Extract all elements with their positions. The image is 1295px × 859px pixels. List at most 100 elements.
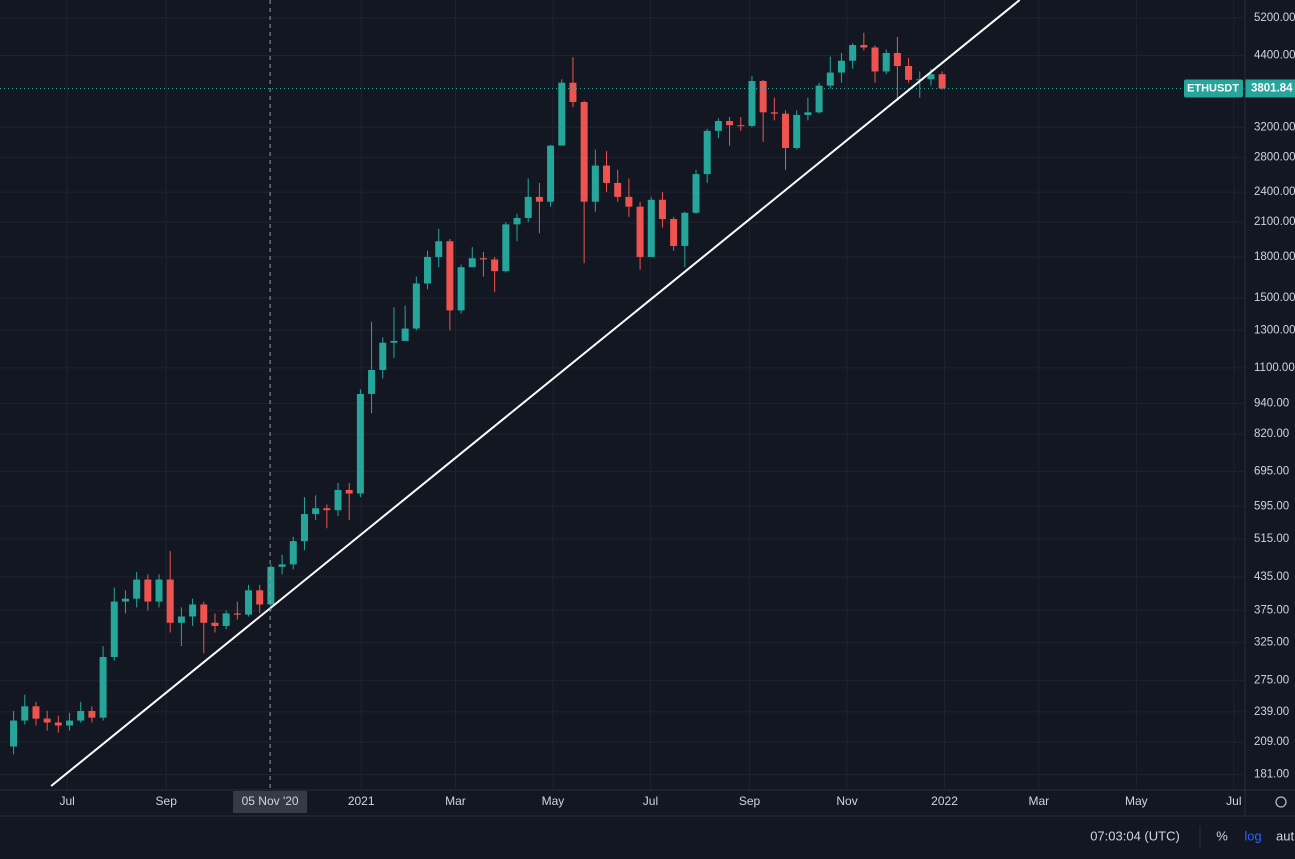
candle-body [681, 212, 689, 246]
symbol-label: ETHUSDT [1187, 82, 1239, 94]
candle-body [726, 121, 734, 126]
candle-body [334, 489, 342, 511]
candle-body [345, 489, 353, 494]
auto-toggle[interactable]: aut [1276, 828, 1294, 843]
trendline [50, 0, 1021, 787]
candle-body [267, 566, 275, 605]
y-tick-label: 595.00 [1254, 500, 1289, 512]
y-tick-label: 239.00 [1254, 706, 1289, 718]
candle-body [32, 706, 40, 719]
candle-body [133, 579, 141, 599]
x-tick-label: Sep [739, 794, 761, 808]
candle-body [603, 165, 611, 183]
candle-body [591, 165, 599, 202]
candle-body [782, 113, 790, 148]
candle-body [658, 199, 666, 220]
candle-body [300, 514, 308, 542]
plot [0, 0, 1245, 790]
y-tick-label: 820.00 [1254, 428, 1289, 440]
candle-body [614, 182, 622, 197]
candle-body [748, 80, 756, 126]
axes: 181.00 209.00 239.00 275.00 325.00 375.00 435.… [59, 12, 1295, 813]
candle-body [289, 541, 297, 565]
y-tick-label: 275.00 [1254, 674, 1289, 686]
candle-body [849, 45, 857, 61]
candle-body [893, 52, 901, 67]
candle-body [256, 590, 264, 605]
candle-body [390, 340, 398, 343]
clock: 07:03:04 (UTC) [1090, 828, 1180, 843]
candle-body [155, 579, 163, 602]
y-tick-label: 1300.00 [1254, 324, 1295, 336]
y-tick-label: 2800.00 [1254, 151, 1295, 163]
candle-body [166, 579, 174, 623]
x-tick-label: Jul [643, 794, 658, 808]
candle-body [457, 267, 465, 311]
settings-icon[interactable] [1275, 796, 1287, 808]
candle-body [491, 259, 499, 272]
candle-body [625, 196, 633, 207]
x-tick-label: May [542, 794, 565, 808]
candle-body [66, 720, 74, 726]
candle-body [692, 174, 700, 213]
candle-body [88, 710, 96, 718]
candle-body [927, 74, 935, 80]
x-tick-label: Jul [1226, 794, 1241, 808]
y-tick-label: 3200.00 [1254, 121, 1295, 133]
candle-body [770, 112, 778, 114]
candle-body [312, 508, 320, 515]
candle-body [804, 112, 812, 115]
candle-body [356, 393, 364, 494]
candle-body [222, 613, 230, 626]
candle-body [435, 241, 443, 257]
candle-body [200, 604, 208, 623]
candle-body [759, 80, 767, 113]
candle-body [77, 710, 85, 721]
candle-body [871, 47, 879, 72]
x-tick-label: Mar [1028, 794, 1049, 808]
candle-body [401, 328, 409, 341]
candle-body [793, 114, 801, 148]
candle-body [569, 82, 577, 103]
candle-body [278, 564, 286, 567]
candle-body [826, 72, 834, 86]
percent-toggle[interactable]: % [1216, 828, 1228, 843]
y-tick-label: 515.00 [1254, 533, 1289, 545]
candle-body [323, 508, 331, 511]
y-tick-label: 2100.00 [1254, 216, 1295, 228]
y-tick-label: 5200.00 [1254, 12, 1295, 24]
y-tick-label: 435.00 [1254, 571, 1289, 583]
crosshair-label-bg [233, 791, 308, 813]
x-tick-label: 2022 [931, 794, 958, 808]
candle-body [368, 369, 376, 394]
candle-body [110, 601, 118, 657]
candle-body [558, 82, 566, 146]
x-tick-label: Mar [445, 794, 466, 808]
candle-body [54, 722, 62, 726]
x-tick-label: May [1125, 794, 1148, 808]
candle-body [189, 604, 197, 617]
log-toggle[interactable]: log [1244, 828, 1261, 843]
candle-body [245, 590, 253, 615]
x-tick-label: 2021 [348, 794, 375, 808]
y-tick-label: 695.00 [1254, 465, 1289, 477]
candle-body [10, 720, 18, 747]
candle-body [882, 52, 890, 72]
crosshair-label: 05 Nov '20 [242, 794, 299, 808]
candle-body [479, 258, 487, 260]
candle-body [815, 85, 823, 113]
candle-body [737, 125, 745, 127]
y-tick-label: 375.00 [1254, 604, 1289, 616]
candle-body [233, 613, 241, 615]
y-tick-label: 181.00 [1254, 769, 1289, 781]
candle-body [580, 102, 588, 202]
candle-body [524, 196, 532, 218]
candle-body [714, 121, 722, 131]
candle-body [513, 217, 521, 225]
y-tick-label: 209.00 [1254, 736, 1289, 748]
candle-body [547, 145, 555, 202]
y-tick-label: 4400.00 [1254, 50, 1295, 62]
y-tick-label: 2400.00 [1254, 186, 1295, 198]
